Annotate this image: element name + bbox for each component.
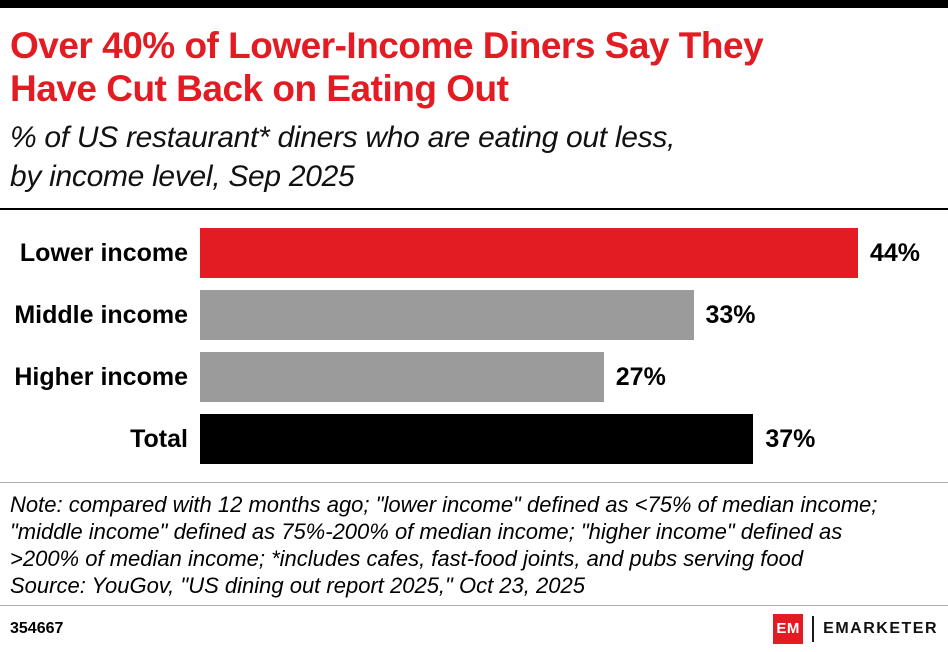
bar-higher-income — [200, 352, 604, 402]
chart-subtitle-line-1: % of US restaurant* diners who are eatin… — [10, 121, 676, 154]
bar-chart: Lower income 44% Middle income 33% Higher in… — [0, 210, 948, 482]
chart-note-line-1: Note: compared with 12 months ago; "lowe… — [10, 492, 878, 517]
category-label: Total — [130, 424, 188, 453]
bar-row: Middle income 33% — [10, 290, 938, 340]
chart-source: Source: YouGov, "US dining out report 20… — [10, 573, 585, 598]
value-label: 33% — [705, 300, 756, 329]
header-divider — [0, 208, 948, 210]
category-label: Lower income — [19, 238, 188, 267]
chart-note-line-2: "middle income" defined as 75%-200% of m… — [10, 519, 843, 544]
emarketer-logo: EM EMARKETER — [773, 613, 938, 644]
chart-header: Over 40% of Lower-Income Diners Say They… — [0, 8, 948, 208]
bar-area: 44% — [200, 228, 938, 278]
value-label: 37% — [765, 424, 816, 453]
category-label: Middle income — [14, 300, 188, 329]
emarketer-wordmark: EMARKETER — [823, 619, 938, 637]
chart-note-line-3: >200% of median income; *includes cafes,… — [10, 546, 804, 571]
bar-middle-income — [200, 290, 694, 340]
category-label: Higher income — [14, 362, 188, 391]
value-label: 27% — [615, 362, 666, 391]
bar-area: 33% — [200, 290, 938, 340]
logo-separator — [812, 615, 815, 642]
bar-row: Higher income 27% — [10, 352, 938, 402]
bar-area: 37% — [200, 414, 938, 464]
emarketer-logo-icon: EM — [773, 613, 804, 644]
bar-area: 27% — [200, 352, 938, 402]
chart-footer: 354667 EM EMARKETER — [0, 605, 948, 651]
value-label: 44% — [870, 238, 921, 267]
bar-row: Lower income 44% — [10, 228, 938, 278]
chart-title-line-2: Have Cut Back on Eating Out — [10, 68, 509, 109]
footnote-block: Note: compared with 12 months ago; "lowe… — [0, 482, 948, 605]
bar-total — [200, 414, 754, 464]
chart-number: 354667 — [10, 619, 64, 637]
chart-subtitle: % of US restaurant* diners who are eatin… — [10, 118, 936, 196]
bar-row: Total 37% — [10, 414, 938, 464]
top-accent-bar — [0, 0, 948, 8]
chart-title: Over 40% of Lower-Income Diners Say They… — [10, 24, 936, 110]
chart-subtitle-line-2: by income level, Sep 2025 — [10, 160, 355, 193]
bar-lower-income — [200, 228, 858, 278]
chart-title-line-1: Over 40% of Lower-Income Diners Say They — [10, 25, 764, 66]
